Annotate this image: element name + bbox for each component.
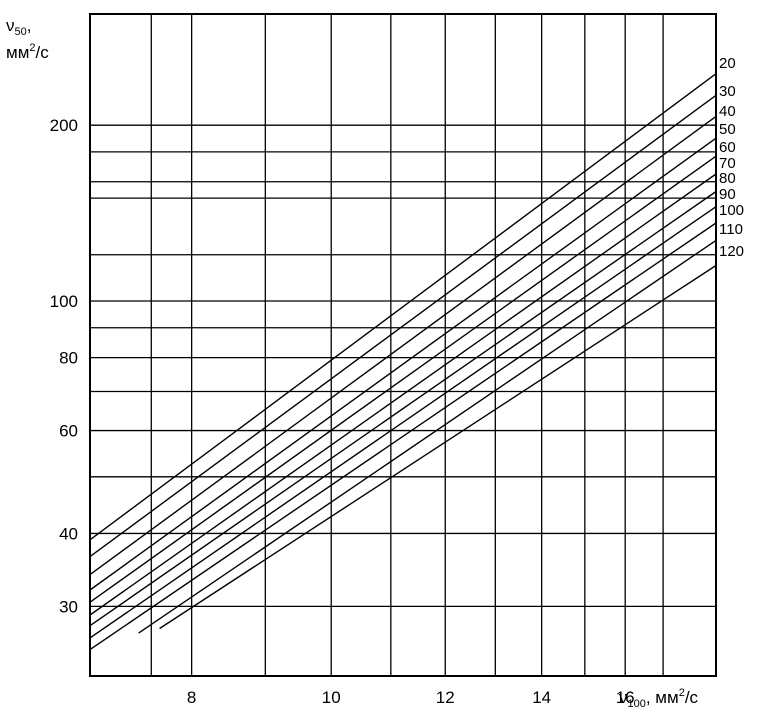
y-tick-label: 30 [59,597,78,616]
x-tick-label: 14 [532,688,551,707]
y-tick-label: 60 [59,422,78,441]
series-lines [89,73,717,651]
series-line-70 [89,173,717,616]
series-line-30 [89,94,717,558]
x-tick-labels: 8 10 12 14 16 [187,688,635,707]
series-line-120 [159,264,717,630]
series-line-110 [138,239,717,634]
x-tick-label: 10 [322,688,341,707]
series-label-90: 90 [719,186,736,203]
series-label-110: 110 [719,221,743,238]
series-label-70: 70 [719,155,736,172]
series-label-40: 40 [719,103,736,120]
y-tick-labels: 30 40 60 80 100 200 [50,116,78,616]
series-line-50 [89,137,717,591]
series-label-120: 120 [719,243,744,260]
series-line-60 [89,155,717,603]
series-label-80: 80 [719,170,736,187]
series-label-60: 60 [719,139,736,156]
series-label-30: 30 [719,83,736,100]
series-label-50: 50 [719,121,736,138]
x-axis-label: ν100, мм2/с [619,687,699,710]
series-label-20: 20 [719,55,736,72]
series-line-80 [89,190,717,627]
x-tick-label: 12 [436,688,455,707]
y-gridlines [90,13,716,608]
y-tick-label: 40 [59,524,78,543]
series-line-100 [89,222,717,651]
x-tick-label: 16 [616,688,635,707]
series-line-20 [89,73,717,541]
y-tick-label: 200 [50,116,78,135]
series-label-100: 100 [719,202,744,219]
x-tick-label: 8 [187,688,196,707]
y-axis-unit: мм2/с [6,42,49,62]
y-tick-label: 80 [59,349,78,368]
y-tick-label: 100 [50,292,78,311]
plot-frame [89,13,717,677]
series-line-90 [89,206,717,639]
y-axis-label: ν50, [6,16,31,38]
series-line-40 [89,115,717,576]
